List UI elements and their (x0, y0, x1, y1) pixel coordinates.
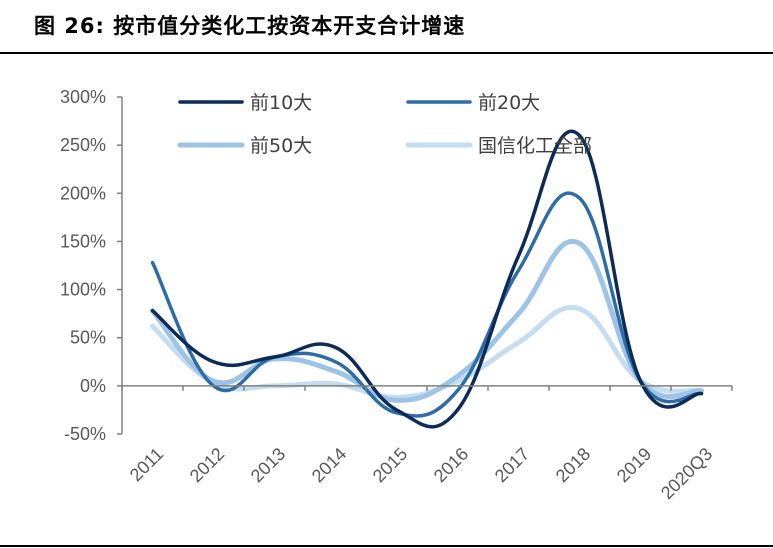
x-tick-label: 2018 (552, 444, 594, 486)
y-tick-label: 150% (60, 231, 106, 251)
y-tick-label: 300% (60, 87, 106, 107)
x-tick-label: 2015 (369, 444, 411, 486)
x-tick-label: 2013 (247, 444, 289, 486)
y-tick-label: 0% (80, 376, 106, 396)
x-tick-label: 2011 (126, 444, 168, 486)
bottom-rule (0, 545, 773, 547)
legend-label: 前10大 (250, 92, 312, 114)
chart-title: 图 26: 按市值分类化工按资本开支合计增速 (34, 14, 466, 38)
x-tick-label: 2019 (613, 444, 655, 486)
series-line (150, 129, 704, 429)
legend-label: 前20大 (478, 92, 540, 114)
x-tick-label: 2020Q3 (657, 444, 716, 503)
x-tick-label: 2017 (491, 444, 533, 486)
series-line (150, 238, 704, 403)
x-tick-label: 2014 (308, 444, 350, 486)
x-tick-label: 2012 (186, 444, 228, 486)
y-tick-label: 250% (60, 135, 106, 155)
series-lines (150, 129, 704, 429)
top-rule (0, 52, 773, 54)
y-tick-label: 200% (60, 183, 106, 203)
legend-label: 前50大 (250, 135, 312, 157)
axes: -50% 0% 50% 100% 150% 200% 250% 300% 2011 2012 201… (60, 87, 733, 503)
x-tick-label: 2016 (430, 444, 472, 486)
series-line (150, 191, 704, 418)
legend-label: 国信化工全部 (478, 135, 592, 157)
y-tick-label: 100% (60, 280, 106, 300)
y-tick-label: -50% (64, 424, 106, 444)
y-tick-label: 50% (70, 328, 106, 348)
